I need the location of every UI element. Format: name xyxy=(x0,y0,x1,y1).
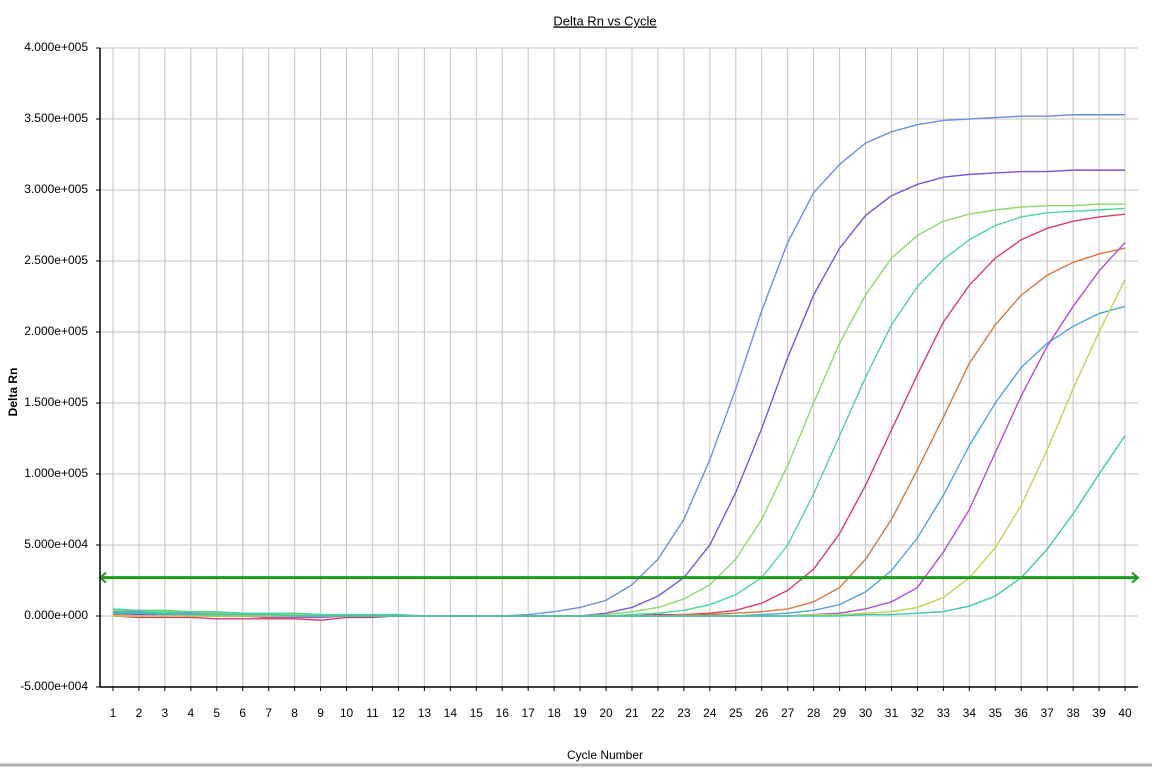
x-tick-label: 20 xyxy=(599,706,613,720)
y-axis-label: Delta Rn xyxy=(6,368,20,417)
y-tick-label: 1.500e+005 xyxy=(24,395,88,409)
x-tick-label: 29 xyxy=(833,706,847,720)
x-tick-label: 28 xyxy=(807,706,821,720)
x-tick-label: 17 xyxy=(521,706,535,720)
y-tick-label: 3.500e+005 xyxy=(24,111,88,125)
x-tick-label: 9 xyxy=(317,706,324,720)
x-tick-label: 27 xyxy=(781,706,795,720)
y-tick-label: 5.000e+004 xyxy=(24,537,88,551)
x-tick-label: 12 xyxy=(392,706,406,720)
x-axis-label: Cycle Number xyxy=(567,748,643,762)
plot-area xyxy=(100,48,1138,687)
x-tick-label: 24 xyxy=(703,706,717,720)
x-tick-label: 16 xyxy=(496,706,510,720)
x-tick-label: 33 xyxy=(937,706,951,720)
x-tick-label: 1 xyxy=(110,706,117,720)
x-tick-label: 10 xyxy=(340,706,354,720)
threshold-arrow xyxy=(1131,571,1140,584)
y-tick-label: 2.500e+005 xyxy=(24,253,88,267)
series-line xyxy=(112,203,1126,617)
x-tick-label: 38 xyxy=(1066,706,1080,720)
x-tick-label: 14 xyxy=(444,706,458,720)
y-tick-label: 0.000e+000 xyxy=(24,608,88,622)
x-tick-label: 8 xyxy=(291,706,298,720)
y-tick-label: 3.000e+005 xyxy=(24,182,88,196)
x-tick-label: 18 xyxy=(547,706,561,720)
x-tick-label: 15 xyxy=(470,706,484,720)
x-tick-label: 22 xyxy=(651,706,665,720)
y-tick-label: 2.000e+005 xyxy=(24,324,88,338)
x-tick-label: 26 xyxy=(755,706,769,720)
x-tick-label: 3 xyxy=(162,706,169,720)
x-tick-label: 32 xyxy=(911,706,925,720)
x-tick-label: 5 xyxy=(213,706,220,720)
x-tick-label: 13 xyxy=(418,706,432,720)
x-tick-label: 11 xyxy=(366,706,379,720)
x-tick-label: 37 xyxy=(1040,706,1054,720)
x-tick-label: 2 xyxy=(136,706,143,720)
x-tick-label: 25 xyxy=(729,706,743,720)
x-tick-label: 6 xyxy=(239,706,246,720)
series-line xyxy=(112,435,1126,617)
x-tick-label: 7 xyxy=(265,706,272,720)
x-tick-label: 30 xyxy=(859,706,873,720)
series-line xyxy=(112,207,1126,617)
x-tick-label: 36 xyxy=(1015,706,1029,720)
y-tick-label: 4.000e+005 xyxy=(24,40,88,54)
y-tick-label: -5.000e+004 xyxy=(20,679,88,693)
x-tick-label: 23 xyxy=(677,706,691,720)
x-tick-label: 19 xyxy=(573,706,587,720)
x-tick-label: 21 xyxy=(625,706,639,720)
x-tick-label: 31 xyxy=(885,706,899,720)
x-tick-label: 34 xyxy=(963,706,977,720)
chart-title: Delta Rn vs Cycle xyxy=(553,13,656,28)
x-tick-label: 39 xyxy=(1092,706,1106,720)
y-tick-label: 1.000e+005 xyxy=(24,466,88,480)
x-tick-label: 40 xyxy=(1118,706,1132,720)
series-line xyxy=(112,114,1126,617)
x-tick-label: 35 xyxy=(989,706,1003,720)
x-tick-label: 4 xyxy=(187,706,194,720)
